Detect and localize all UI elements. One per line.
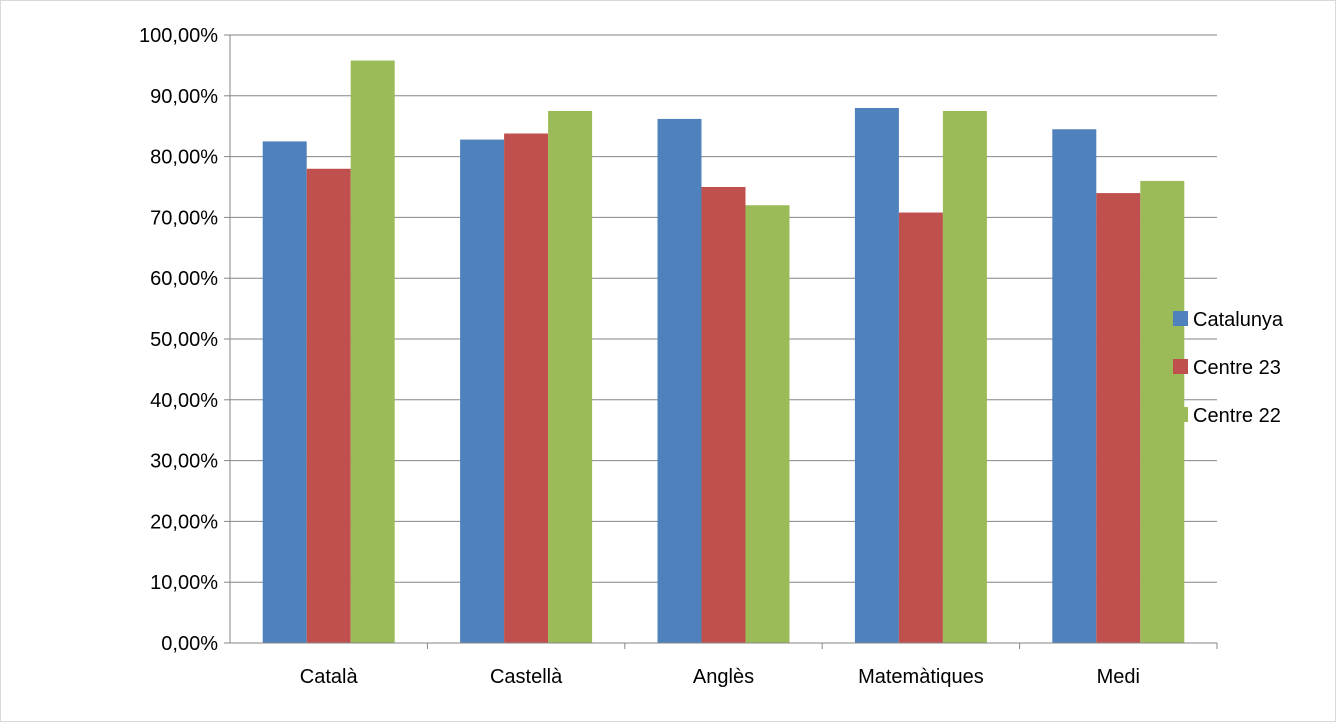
x-category-label: Català — [300, 666, 359, 688]
legend-swatch — [1173, 359, 1188, 374]
x-category-label: Matemàtiques — [858, 666, 984, 688]
y-tick-label: 80,00% — [150, 147, 218, 169]
x-category-label: Anglès — [693, 666, 754, 688]
legend-label: Catalunya — [1193, 309, 1284, 331]
y-tick-labels: 0,00% 10,00% 20,00% 30,00% 40,00% 50,00% 60,00… — [139, 25, 218, 655]
y-tick-label: 50,00% — [150, 329, 218, 351]
bar-centre-23-3 — [898, 212, 943, 643]
bar-catalunya-3 — [854, 107, 899, 643]
y-tick-label: 40,00% — [150, 390, 218, 412]
bar-centre-22-2 — [745, 205, 790, 644]
bar-catalunya-4 — [1052, 129, 1097, 644]
x-category-labels: Català Castellà Anglès Matemàtiques Medi — [300, 666, 1140, 688]
bar-centre-22-0 — [350, 60, 395, 643]
bar-centre-23-0 — [306, 168, 351, 643]
bar-centre-22-3 — [942, 111, 987, 643]
y-tick-label: 70,00% — [150, 207, 218, 229]
x-category-label: Castellà — [490, 666, 563, 688]
bars — [262, 60, 1185, 644]
bar-catalunya-0 — [262, 141, 307, 643]
y-tick-label: 10,00% — [150, 572, 218, 594]
legend-swatch — [1173, 311, 1188, 326]
y-tick-label: 0,00% — [161, 633, 218, 655]
y-tick-label: 60,00% — [150, 268, 218, 290]
legend-label: Centre 22 — [1193, 405, 1281, 427]
bar-catalunya-2 — [657, 118, 702, 644]
bar-catalunya-1 — [460, 139, 505, 644]
legend-swatch — [1173, 407, 1188, 422]
bar-centre-23-1 — [504, 133, 549, 643]
legend-label: Centre 23 — [1193, 357, 1281, 379]
bar-centre-23-2 — [701, 187, 746, 643]
y-tick-label: 30,00% — [150, 451, 218, 473]
y-tick-label: 20,00% — [150, 511, 218, 533]
y-tick-label: 90,00% — [150, 86, 218, 108]
axes — [224, 34, 1218, 649]
y-tick-label: 100,00% — [139, 25, 218, 47]
bar-centre-23-4 — [1096, 193, 1141, 643]
x-category-label: Medi — [1097, 666, 1140, 688]
bar-centre-22-1 — [548, 111, 593, 643]
legend: Catalunya Centre 23 Centre 22 — [1173, 309, 1284, 427]
